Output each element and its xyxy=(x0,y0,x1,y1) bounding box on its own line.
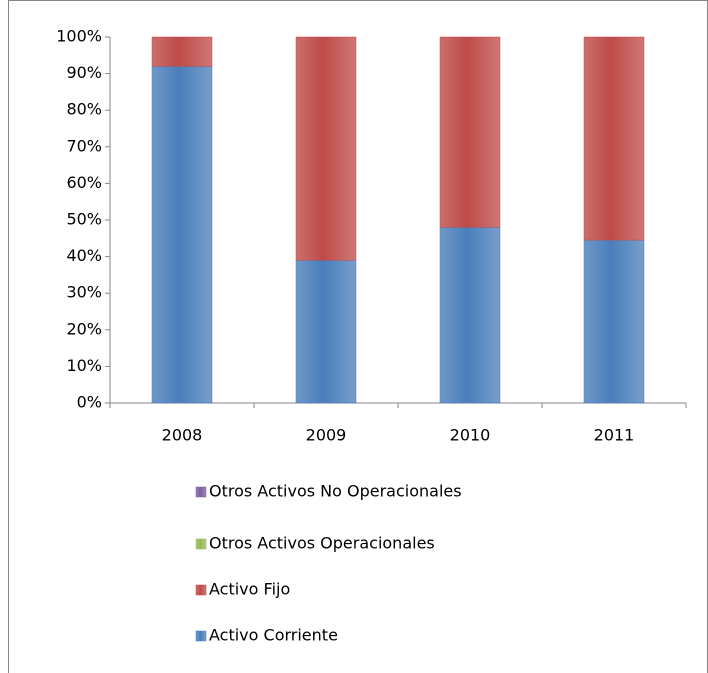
legend-swatch xyxy=(195,584,207,596)
x-tick-label: 2011 xyxy=(594,426,635,445)
bar-segment xyxy=(583,36,645,241)
bar-segment xyxy=(583,239,645,404)
y-tick-label: 20% xyxy=(66,319,102,338)
y-tick-label: 40% xyxy=(66,246,102,265)
legend-label: Otros Activos No Operacionales xyxy=(209,482,462,501)
legend-swatch xyxy=(195,486,207,498)
bar-segment xyxy=(295,36,357,261)
y-tick-label: 10% xyxy=(66,356,102,375)
y-tick-label: 50% xyxy=(66,210,102,229)
bar-segment xyxy=(151,36,213,67)
legend-swatch xyxy=(195,630,207,642)
x-tick-label: 2009 xyxy=(306,426,347,445)
legend-label: Otros Activos Operacionales xyxy=(209,534,435,553)
y-tick-label: 0% xyxy=(77,393,102,412)
legend-swatch xyxy=(195,538,207,550)
y-tick-label: 30% xyxy=(66,283,102,302)
y-tick-label: 100% xyxy=(56,27,102,46)
y-tick-label: 70% xyxy=(66,136,102,155)
legend-label: Activo Corriente xyxy=(209,626,338,645)
bar-segment xyxy=(151,66,213,404)
y-tick-label: 90% xyxy=(66,63,102,82)
bar-segment xyxy=(439,227,501,404)
bar-segment xyxy=(439,36,501,228)
y-tick-label: 80% xyxy=(66,100,102,119)
legend-label: Activo Fijo xyxy=(209,580,290,599)
bar-segment xyxy=(295,260,357,404)
x-tick-label: 2010 xyxy=(450,426,491,445)
x-tick-label: 2008 xyxy=(162,426,203,445)
y-tick-label: 60% xyxy=(66,173,102,192)
